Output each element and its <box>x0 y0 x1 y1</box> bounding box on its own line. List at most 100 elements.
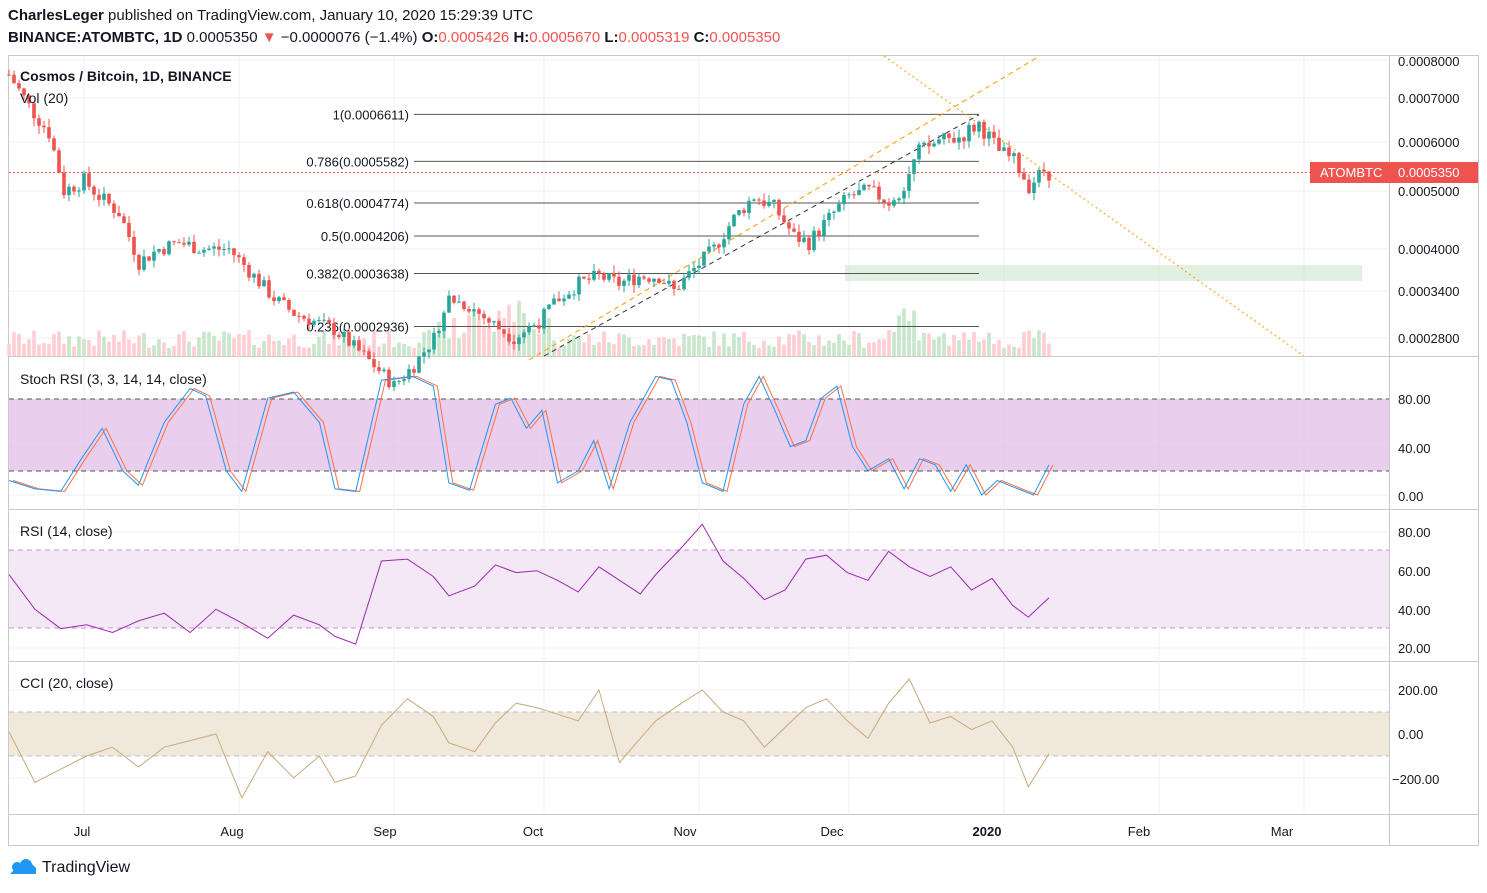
rsi-band <box>9 550 1389 628</box>
volume-bar <box>497 310 501 356</box>
year-label: 2020 <box>973 824 1002 839</box>
candle-body <box>307 318 311 325</box>
candle-body <box>182 242 186 245</box>
volume-bar <box>842 340 846 356</box>
candle-body <box>537 325 541 329</box>
candle-body <box>907 174 911 191</box>
fibonacci-retracement: 1(0.0006611) 0.786(0.0005582) 0.618(0.0004… <box>306 107 979 335</box>
volume-bar <box>712 331 716 356</box>
stoch-rsi-pane[interactable]: Stoch RSI (3, 3, 14, 14, close) <box>8 371 1389 496</box>
candle-body <box>52 138 56 151</box>
volume-bar <box>532 329 536 356</box>
volume-bar <box>222 331 226 356</box>
candle-body <box>757 199 761 201</box>
cci-pane[interactable]: CCI (20, close) <box>8 675 1389 799</box>
volume-bar <box>667 338 671 356</box>
candle-body <box>937 139 941 144</box>
candle-body <box>922 142 926 145</box>
volume-bar <box>277 340 281 356</box>
volume-bar <box>692 335 696 356</box>
volume-bar <box>847 344 851 356</box>
volume-bar <box>232 338 236 356</box>
candle-body <box>12 74 16 84</box>
candle-body <box>127 222 131 238</box>
rsi-axis[interactable]: 80.00 60.00 40.00 20.00 <box>1398 525 1431 656</box>
volume-bar <box>1027 330 1031 356</box>
candle-body <box>192 241 196 254</box>
candle-body <box>322 319 326 321</box>
volume-bar <box>657 337 661 356</box>
candle-body <box>17 83 21 89</box>
volume-bar <box>167 347 171 356</box>
volume-bar <box>297 346 301 356</box>
tradingview-logo[interactable]: TradingView <box>8 858 130 878</box>
candle-body <box>257 273 261 287</box>
candle-body <box>222 249 226 251</box>
volume-bar <box>217 340 221 356</box>
candle-body <box>302 315 306 319</box>
month-label: Dec <box>820 824 844 839</box>
volume-bar <box>597 341 601 356</box>
candle-body <box>72 186 76 192</box>
candle-body <box>502 329 506 334</box>
price-axis[interactable]: 0.0008000 0.0007000 0.0006000 0.0005000 … <box>1398 54 1459 346</box>
candle-body <box>262 280 266 287</box>
candle-body <box>927 142 931 147</box>
volume-bar <box>152 345 156 356</box>
price-tick: 0.0008000 <box>1398 54 1459 69</box>
candle-body <box>217 246 221 250</box>
volume-bar <box>197 337 201 356</box>
volume-bar <box>717 345 721 356</box>
candle-body <box>42 125 46 128</box>
candle-body <box>432 332 436 350</box>
candle-body <box>567 294 571 299</box>
volume-bar <box>547 317 551 356</box>
volume-bar <box>337 345 341 356</box>
rsi-pane[interactable]: RSI (14, close) <box>8 523 1389 645</box>
candle-body <box>982 121 986 139</box>
candle-body <box>57 150 61 173</box>
candle-body <box>642 276 646 279</box>
volume-bar <box>772 346 776 356</box>
volume-bar <box>957 340 961 356</box>
author-name[interactable]: CharlesLeger <box>8 7 104 24</box>
candle-body <box>987 131 991 139</box>
candle-body <box>292 309 296 316</box>
rsi-title: RSI (14, close) <box>20 523 113 539</box>
candle-body <box>347 331 351 346</box>
volume-bar <box>987 332 991 356</box>
volume-bar <box>907 321 911 356</box>
stoch-title: Stoch RSI (3, 3, 14, 14, close) <box>20 371 207 387</box>
stoch-axis[interactable]: 80.00 40.00 0.00 <box>1398 392 1431 504</box>
volume-bar <box>962 332 966 356</box>
candle-body <box>392 381 396 388</box>
volume-bar <box>677 345 681 356</box>
candle-body <box>212 246 216 249</box>
volume-bar <box>292 334 296 356</box>
volume-bar <box>372 331 376 356</box>
volume-bar <box>287 338 291 356</box>
price-tick: 0.0004000 <box>1398 242 1459 257</box>
candle-body <box>827 212 831 221</box>
volume-bar <box>117 341 121 356</box>
cci-band <box>9 712 1389 756</box>
candle-body <box>162 249 166 255</box>
volume-bar <box>27 339 31 356</box>
stoch-d-line <box>12 375 1054 496</box>
candle-body <box>522 332 526 338</box>
time-axis[interactable]: Jul Aug Sep Oct Nov Dec 2020 Feb Mar <box>74 824 1294 839</box>
cci-axis[interactable]: 200.00 0.00 −200.00 <box>1392 683 1439 787</box>
volume-bar <box>342 335 346 356</box>
volume-bar <box>837 333 841 356</box>
month-label: Mar <box>1271 824 1294 839</box>
candle-body <box>897 198 901 201</box>
high-value: 0.0005670 <box>529 29 601 46</box>
volume-bar <box>332 330 336 356</box>
candle-body <box>672 280 676 289</box>
volume-bar <box>872 342 876 356</box>
volume-bar <box>412 347 416 356</box>
candle-body <box>572 294 576 296</box>
price-pane[interactable]: 1(0.0006611) 0.786(0.0005582) 0.618(0.0004… <box>7 55 1389 391</box>
volume-bar <box>317 336 321 356</box>
